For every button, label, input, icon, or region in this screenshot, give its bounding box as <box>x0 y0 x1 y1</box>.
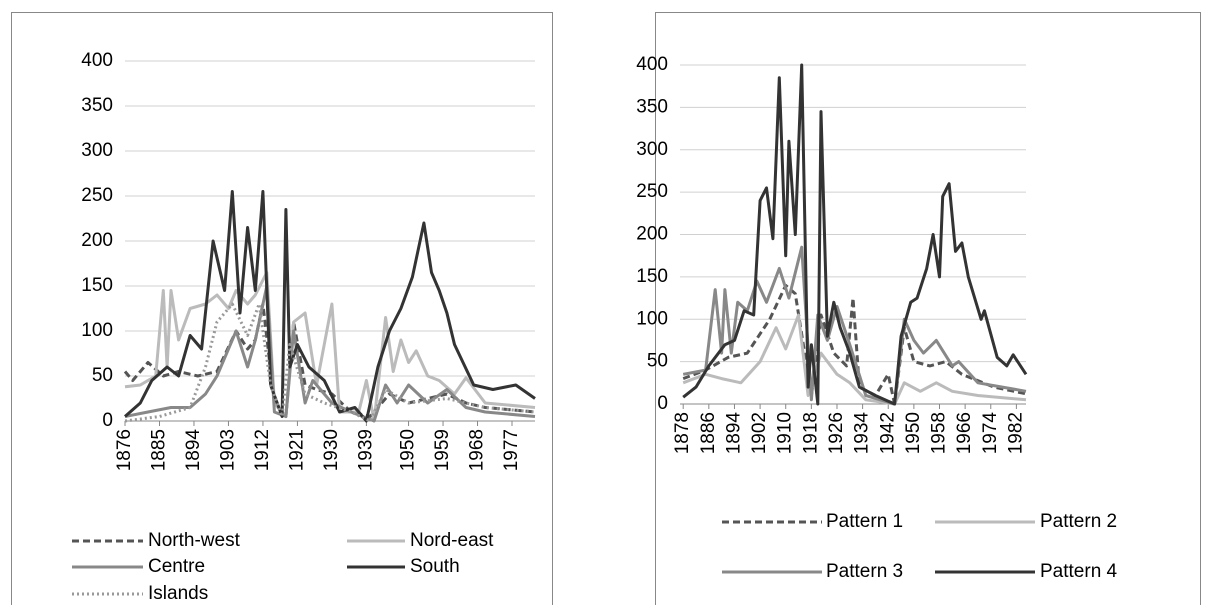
x-tick-label: 1982 <box>1005 412 1026 454</box>
x-tick-label: 1950 <box>398 429 419 471</box>
y-tick-label: 0 <box>102 410 113 431</box>
x-tick-label: 1876 <box>114 429 135 471</box>
x-tick-label: 1886 <box>698 412 719 454</box>
y-tick-label: 200 <box>636 224 668 245</box>
x-tick-label: 1902 <box>749 412 770 454</box>
x-tick-label: 1930 <box>321 429 342 471</box>
y-tick-label: 400 <box>81 50 113 71</box>
x-tick-label: 1966 <box>954 412 975 454</box>
y-tick-label: 100 <box>81 320 113 341</box>
x-tick-label: 1910 <box>775 412 796 454</box>
x-tick-label: 1885 <box>149 429 170 471</box>
series-line <box>124 302 536 423</box>
y-tick-label: 50 <box>647 351 668 372</box>
y-tick-label: 200 <box>81 230 113 251</box>
x-tick-label: 1903 <box>217 429 238 471</box>
y-tick-label: 150 <box>636 266 668 287</box>
panel-border <box>655 12 1201 605</box>
legend-label: Islands <box>148 583 208 604</box>
legend-label: North-west <box>148 530 241 551</box>
legend-label: Pattern 4 <box>1040 561 1118 582</box>
x-tick-label: 1918 <box>800 412 821 454</box>
y-tick-label: 350 <box>636 96 668 117</box>
x-tick-label: 1912 <box>252 429 273 471</box>
y-tick-label: 150 <box>81 275 113 296</box>
x-tick-label: 1959 <box>432 429 453 471</box>
y-tick-label: 50 <box>92 365 113 386</box>
x-tick-label: 1958 <box>929 412 950 454</box>
x-tick-label: 1942 <box>877 412 898 454</box>
legend-label: Pattern 2 <box>1040 511 1117 532</box>
legend-label: Centre <box>148 556 205 577</box>
y-tick-label: 100 <box>636 308 668 329</box>
legend-label: Pattern 1 <box>826 511 903 532</box>
y-tick-label: 250 <box>636 181 668 202</box>
series-line <box>682 313 1027 406</box>
x-tick-label: 1926 <box>826 412 847 454</box>
legend-label: Nord-east <box>410 530 494 551</box>
x-tick-label: 1934 <box>852 412 873 455</box>
x-tick-label: 1894 <box>183 429 204 472</box>
series-line <box>682 63 1028 406</box>
y-tick-label: 250 <box>81 185 113 206</box>
x-tick-label: 1950 <box>903 412 924 454</box>
y-tick-label: 350 <box>81 95 113 116</box>
panel-border <box>11 12 553 605</box>
x-tick-label: 1894 <box>723 412 744 455</box>
x-tick-label: 1968 <box>467 429 488 471</box>
x-tick-label: 1921 <box>286 429 307 471</box>
series-line <box>682 245 1027 406</box>
y-tick-label: 0 <box>657 393 668 414</box>
legend-label: Pattern 3 <box>826 561 903 582</box>
y-tick-label: 400 <box>636 54 668 75</box>
x-tick-label: 1974 <box>980 412 1001 455</box>
series-line <box>124 190 536 423</box>
y-tick-label: 300 <box>81 140 113 161</box>
series-line <box>124 271 536 423</box>
x-tick-label: 1977 <box>501 429 522 471</box>
legend-label: South <box>410 556 460 577</box>
x-tick-label: 1939 <box>355 429 376 471</box>
x-tick-label: 1878 <box>672 412 693 454</box>
y-tick-label: 300 <box>636 139 668 160</box>
